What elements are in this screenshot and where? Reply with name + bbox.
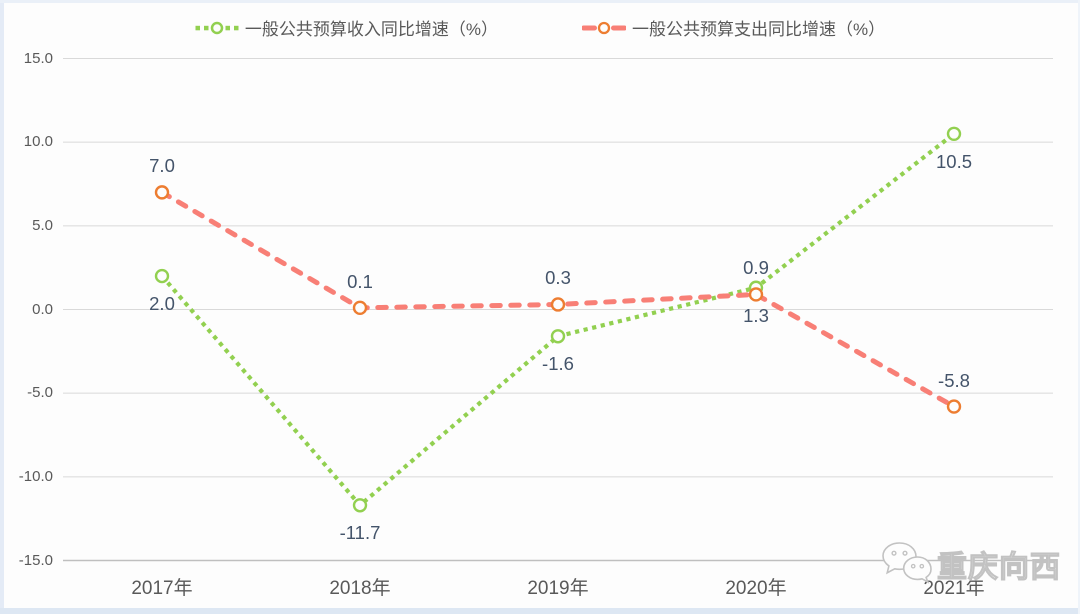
y-tick-label: -15.0 [18,551,53,569]
y-tick-label: 15.0 [23,49,53,67]
data-marker-revenue [550,329,566,344]
data-marker-revenue [154,268,170,284]
data-marker-expenditure [352,300,368,316]
data-label-revenue: 2.0 [149,293,175,315]
data-marker-revenue [352,498,368,513]
wechat-icon [882,542,932,584]
data-marker-expenditure [748,287,764,302]
data-label-expenditure: -5.8 [938,369,970,391]
data-marker-expenditure [946,399,962,414]
x-tick-label: 2018年 [329,578,391,599]
legend-marker-revenue-icon [195,21,239,34]
legend-item-revenue: 一般公共预算收入同比增速（%） [195,15,498,40]
data-label-revenue: 1.3 [743,304,769,326]
legend-label-revenue: 一般公共预算收入同比增速（%） [244,20,498,39]
legend-marker-expenditure-icon [582,21,626,34]
x-tick-label: 2020年 [725,578,787,599]
data-label-revenue: -1.6 [542,353,574,375]
series-line-revenue [160,132,956,509]
y-tick-label: -10.0 [18,467,53,485]
legend-label-expenditure: 一般公共预算支出同比增速（%） [632,20,886,39]
data-marker-expenditure [154,185,170,200]
y-tick-label: 0.0 [32,300,53,318]
data-label-revenue: -11.7 [339,522,381,544]
data-marker-revenue [946,126,962,142]
data-label-expenditure: 7.0 [149,155,175,177]
data-label-revenue: 10.5 [935,150,973,172]
legend-item-expenditure: 一般公共预算支出同比增速（%） [582,15,885,40]
y-tick-label: 5.0 [32,216,53,234]
data-marker-expenditure [550,297,566,312]
x-tick-label: 2019年 [527,578,589,599]
data-label-expenditure: 0.3 [545,267,571,289]
watermark-text: 重庆向西 [936,550,1061,584]
y-tick-label: 10.0 [23,133,53,151]
data-label-expenditure: 0.1 [347,270,373,292]
x-tick-label: 2021年 [923,578,985,599]
chart-legend: 一般公共预算收入同比增速（%） 一般公共预算支出同比增速（%） [0,15,1080,40]
x-tick-label: 2017年 [131,578,193,599]
data-label-expenditure: 0.9 [743,257,769,279]
watermark: 重庆向西 [880,540,1061,587]
y-tick-label: -5.0 [27,384,53,402]
